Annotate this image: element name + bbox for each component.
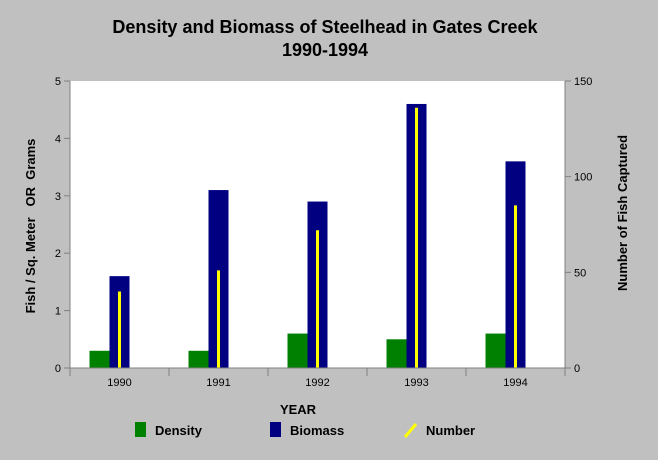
x-axis-label: YEAR bbox=[280, 402, 317, 417]
x-tick-label: 1993 bbox=[404, 377, 428, 389]
x-tick-label: 1992 bbox=[305, 377, 329, 389]
x-tick-label: 1990 bbox=[107, 377, 131, 389]
legend-swatch-biomass bbox=[270, 422, 281, 437]
bar-density-1990 bbox=[89, 350, 110, 368]
chart-subtitle: 1990-1994 bbox=[282, 40, 368, 60]
bars-layer bbox=[89, 103, 526, 369]
y2-tick-label: 100 bbox=[574, 172, 592, 184]
y-tick-label: 1 bbox=[55, 306, 61, 318]
y2-tick-label: 50 bbox=[574, 267, 586, 279]
legend-label-biomass: Biomass bbox=[290, 423, 344, 438]
y-axis-label: Fish / Sq. Meter OR Grams bbox=[23, 139, 38, 314]
y-tick-label: 4 bbox=[55, 133, 61, 145]
legend-swatch-number bbox=[403, 423, 418, 438]
y-tick-label: 2 bbox=[55, 248, 61, 260]
legend-swatch-density bbox=[135, 422, 146, 437]
bar-density-1993 bbox=[386, 339, 407, 368]
y-tick-label: 3 bbox=[55, 191, 61, 203]
bar-density-1992 bbox=[287, 333, 308, 368]
y2-axis-label: Number of Fish Captured bbox=[615, 135, 630, 291]
y-tick-label: 0 bbox=[55, 363, 61, 375]
x-tick-label: 1994 bbox=[503, 377, 527, 389]
legend-label-number: Number bbox=[426, 423, 475, 438]
legend: Density Biomass Number bbox=[135, 422, 475, 438]
y2-tick-label: 150 bbox=[574, 76, 592, 88]
chart-title: Density and Biomass of Steelhead in Gate… bbox=[112, 17, 538, 37]
bar-density-1994 bbox=[485, 333, 506, 368]
y-tick-label: 5 bbox=[55, 76, 61, 88]
x-tick-label: 1991 bbox=[206, 377, 230, 389]
bar-density-1991 bbox=[188, 350, 209, 368]
y2-tick-label: 0 bbox=[574, 363, 580, 375]
legend-label-density: Density bbox=[155, 423, 203, 438]
